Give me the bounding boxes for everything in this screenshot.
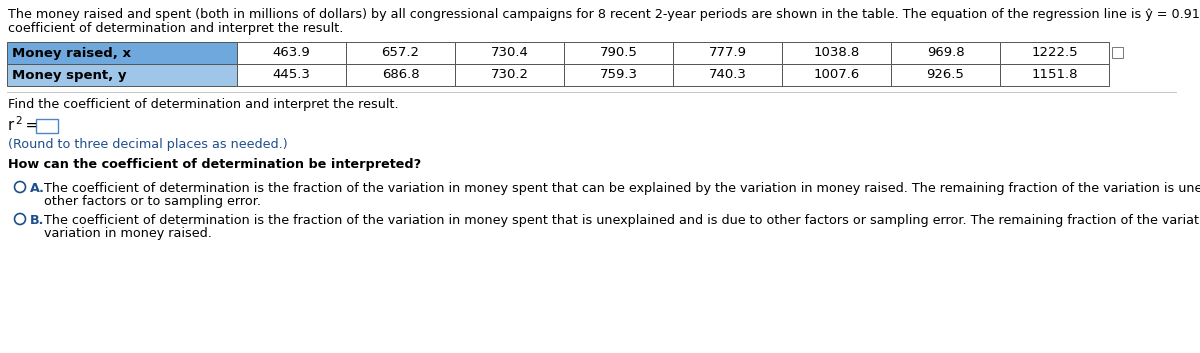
Text: =: = — [22, 118, 37, 133]
Bar — [7, 42, 238, 64]
Text: Money raised, x: Money raised, x — [12, 47, 131, 60]
Text: 1151.8: 1151.8 — [1031, 68, 1078, 82]
Bar — [564, 64, 673, 86]
Bar — [782, 42, 890, 64]
Text: 445.3: 445.3 — [272, 68, 311, 82]
Bar — [564, 42, 673, 64]
Text: 2: 2 — [14, 116, 22, 126]
Bar — [238, 64, 346, 86]
Bar — [890, 42, 1000, 64]
Bar — [346, 42, 455, 64]
Bar — [455, 64, 564, 86]
Bar — [7, 64, 238, 86]
Bar — [238, 42, 346, 64]
Text: The coefficient of determination is the fraction of the variation in money spent: The coefficient of determination is the … — [44, 214, 1200, 227]
Text: 1007.6: 1007.6 — [814, 68, 859, 82]
Text: The coefficient of determination is the fraction of the variation in money spent: The coefficient of determination is the … — [44, 182, 1200, 195]
Bar — [1000, 42, 1109, 64]
Text: Money spent, y: Money spent, y — [12, 68, 126, 82]
Text: (Round to three decimal places as needed.): (Round to three decimal places as needed… — [8, 138, 288, 151]
Text: 740.3: 740.3 — [708, 68, 746, 82]
Text: Find the coefficient of determination and interpret the result.: Find the coefficient of determination an… — [8, 98, 398, 111]
Text: B.: B. — [30, 214, 44, 227]
Text: 759.3: 759.3 — [600, 68, 637, 82]
Text: 463.9: 463.9 — [272, 47, 311, 60]
Text: 969.8: 969.8 — [926, 47, 965, 60]
Text: 790.5: 790.5 — [600, 47, 637, 60]
Text: 657.2: 657.2 — [382, 47, 420, 60]
Bar — [1112, 47, 1123, 58]
Bar — [890, 64, 1000, 86]
Text: 730.2: 730.2 — [491, 68, 528, 82]
Bar — [36, 119, 58, 133]
Bar — [1000, 64, 1109, 86]
Text: 777.9: 777.9 — [708, 47, 746, 60]
Bar — [455, 42, 564, 64]
Bar — [673, 64, 782, 86]
Bar — [673, 42, 782, 64]
Text: 1038.8: 1038.8 — [814, 47, 859, 60]
Text: r: r — [8, 118, 14, 133]
Text: How can the coefficient of determination be interpreted?: How can the coefficient of determination… — [8, 158, 421, 171]
Text: The money raised and spent (both in millions of dollars) by all congressional ca: The money raised and spent (both in mill… — [8, 8, 1200, 21]
Text: A.: A. — [30, 182, 44, 195]
Bar — [782, 64, 890, 86]
Text: coefficient of determination and interpret the result.: coefficient of determination and interpr… — [8, 22, 343, 35]
Text: 926.5: 926.5 — [926, 68, 965, 82]
Text: 730.4: 730.4 — [491, 47, 528, 60]
Text: 1222.5: 1222.5 — [1031, 47, 1078, 60]
Text: variation in money raised.: variation in money raised. — [44, 227, 212, 240]
Text: 686.8: 686.8 — [382, 68, 419, 82]
Bar — [346, 64, 455, 86]
Text: other factors or to sampling error.: other factors or to sampling error. — [44, 195, 262, 208]
